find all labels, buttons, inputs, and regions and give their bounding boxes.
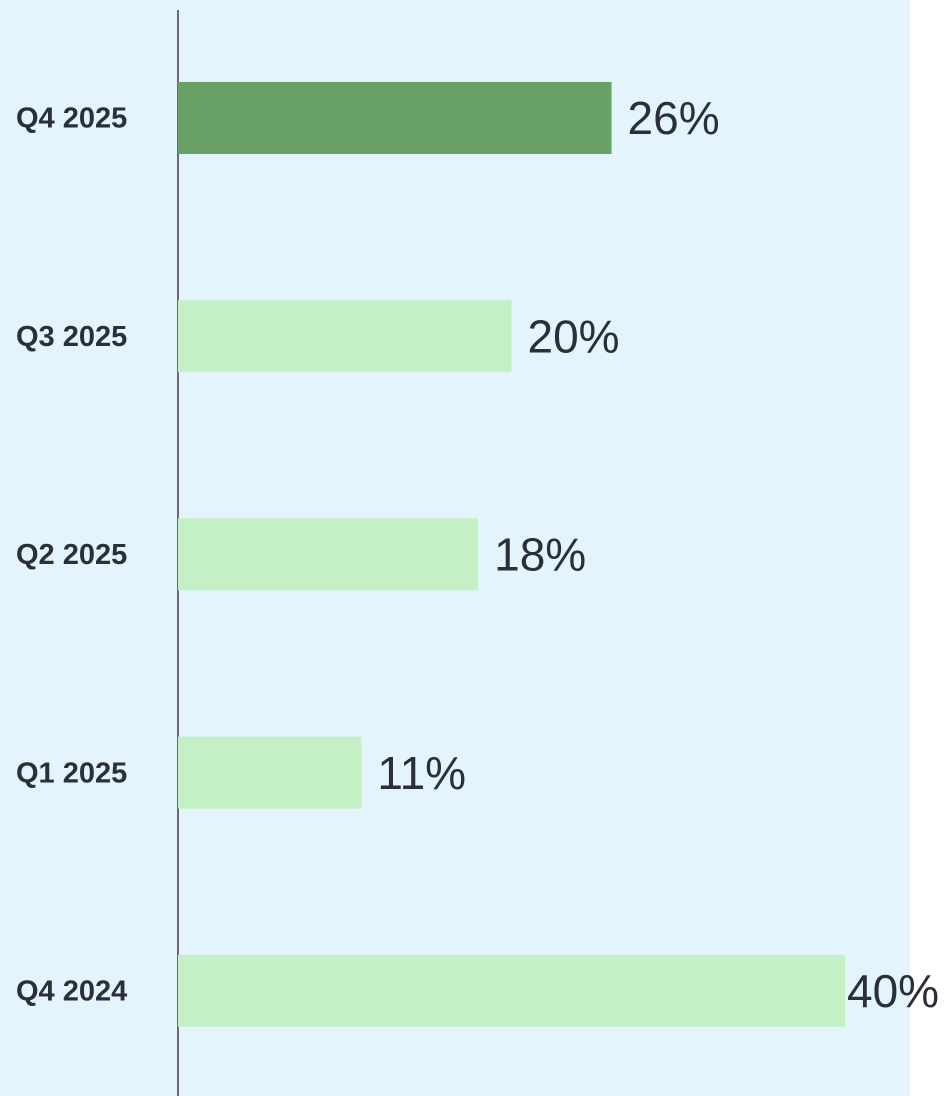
category-label: Q3 2025 <box>16 321 127 353</box>
bar <box>178 736 362 809</box>
category-label: Q2 2025 <box>16 539 127 571</box>
category-label: Q1 2025 <box>16 757 127 789</box>
bar <box>178 300 512 373</box>
value-label: 18% <box>494 529 586 581</box>
value-label: 40% <box>847 965 939 1017</box>
bar <box>178 518 479 591</box>
bar <box>178 82 612 154</box>
value-label: 11% <box>377 747 466 799</box>
value-label: 26% <box>628 92 720 144</box>
value-label: 20% <box>528 310 620 362</box>
category-label: Q4 2024 <box>16 975 127 1007</box>
bar <box>178 954 845 1027</box>
category-label: Q4 2025 <box>16 103 127 135</box>
